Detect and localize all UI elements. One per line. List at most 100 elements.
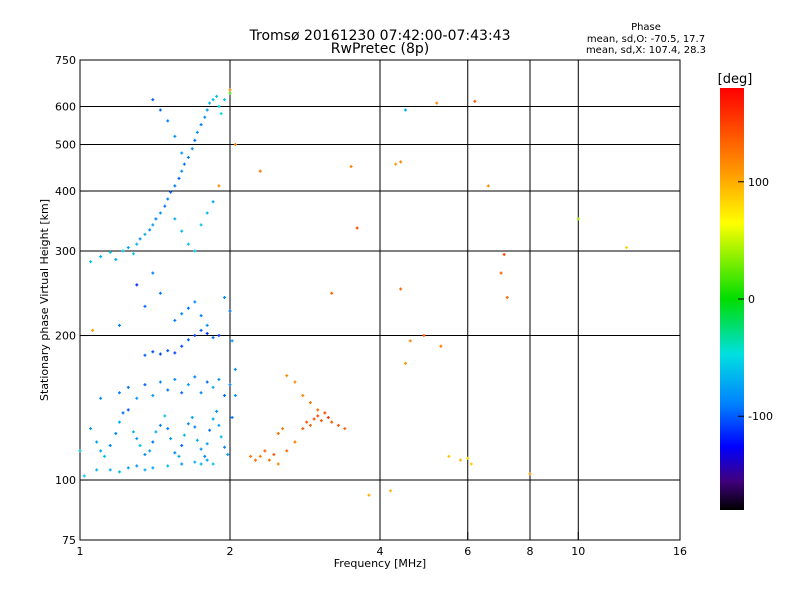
- data-point: [143, 453, 147, 457]
- data-point: [166, 197, 170, 201]
- data-point: [312, 417, 316, 421]
- data-point: [399, 287, 403, 291]
- data-point: [199, 447, 203, 451]
- data-point: [230, 339, 234, 343]
- data-point: [326, 415, 330, 419]
- data-point: [186, 338, 190, 342]
- data-point: [228, 91, 232, 95]
- data-point: [108, 444, 112, 448]
- data-point: [205, 331, 209, 335]
- data-point: [199, 123, 203, 127]
- data-point: [217, 184, 221, 188]
- data-point: [163, 204, 167, 208]
- data-point: [180, 169, 184, 173]
- y-tick-label: 200: [55, 330, 76, 343]
- data-point: [126, 385, 130, 389]
- data-point: [158, 291, 162, 295]
- x-axis-ticks: 1 2 4 6 8 10 16: [77, 532, 687, 558]
- data-point: [143, 383, 147, 387]
- data-point: [217, 334, 221, 338]
- data-point: [473, 99, 477, 103]
- data-point: [173, 351, 177, 355]
- data-point: [193, 138, 197, 142]
- data-point: [223, 98, 227, 102]
- data-point: [316, 408, 320, 412]
- colorbar: [deg]: [718, 72, 752, 510]
- data-point: [190, 415, 194, 419]
- data-point: [135, 437, 139, 441]
- data-point: [276, 432, 280, 436]
- data-point: [158, 108, 162, 112]
- data-point: [89, 427, 93, 431]
- data-point: [173, 377, 177, 381]
- data-point: [177, 176, 181, 180]
- data-point: [215, 94, 219, 98]
- data-point: [151, 98, 155, 102]
- data-point: [205, 211, 209, 215]
- data-point: [121, 411, 125, 415]
- data-point: [199, 391, 203, 395]
- data-point: [203, 115, 207, 119]
- data-point: [208, 101, 212, 105]
- data-point: [486, 184, 490, 188]
- data-point: [180, 391, 184, 395]
- data-point: [293, 440, 297, 444]
- data-point: [117, 391, 121, 395]
- data-point: [223, 394, 227, 398]
- data-point: [258, 169, 262, 173]
- data-point: [151, 350, 155, 354]
- data-point: [267, 458, 271, 462]
- data-point: [228, 383, 232, 387]
- data-point: [308, 401, 312, 405]
- y-tick-label: 500: [55, 139, 76, 152]
- data-point: [148, 449, 152, 453]
- chart-title: Tromsø 20161230 07:42:00-07:43:43: [249, 28, 511, 44]
- data-point: [193, 460, 197, 464]
- data-point: [114, 432, 118, 436]
- data-point: [151, 466, 155, 470]
- data-point: [166, 427, 170, 431]
- data-point: [108, 468, 112, 472]
- data-point: [103, 454, 107, 458]
- y-tick-label: 300: [55, 245, 76, 258]
- colorbar-tick-label: -100: [748, 410, 773, 423]
- data-point: [576, 217, 580, 221]
- data-point: [186, 242, 190, 246]
- stats-line-o: mean, sd,O: -70.5, 17.7: [587, 34, 705, 45]
- data-point: [219, 112, 223, 116]
- chart-subtitle: RwPretec (8p): [331, 41, 429, 57]
- data-point: [117, 420, 121, 424]
- data-point: [169, 190, 173, 194]
- data-point: [99, 449, 103, 453]
- data-point: [151, 394, 155, 398]
- data-point: [117, 323, 121, 327]
- data-point: [190, 147, 194, 151]
- data-point: [193, 334, 197, 338]
- data-point: [173, 134, 177, 138]
- y-axis-ticks: 75 100 200 300 400 500 600 750: [55, 54, 88, 547]
- data-point: [166, 119, 170, 123]
- data-point: [180, 151, 184, 155]
- data-point: [211, 385, 215, 389]
- data-point: [186, 155, 190, 159]
- data-point: [173, 318, 177, 322]
- data-point: [193, 300, 197, 304]
- y-tick-label: 750: [55, 54, 76, 67]
- data-point: [219, 435, 223, 439]
- data-point: [367, 493, 371, 497]
- data-point: [143, 232, 147, 236]
- y-tick-label: 100: [55, 474, 76, 487]
- data-point: [166, 464, 170, 468]
- data-point: [180, 344, 184, 348]
- data-point: [135, 396, 139, 400]
- colorbar-tick-label: 0: [748, 293, 755, 306]
- data-point: [205, 380, 209, 384]
- data-point: [89, 260, 93, 264]
- data-point: [223, 445, 227, 449]
- data-point: [228, 88, 232, 92]
- data-point: [131, 252, 135, 256]
- data-point: [205, 108, 209, 112]
- data-point: [217, 105, 221, 109]
- data-point: [330, 420, 334, 424]
- data-point: [91, 328, 95, 332]
